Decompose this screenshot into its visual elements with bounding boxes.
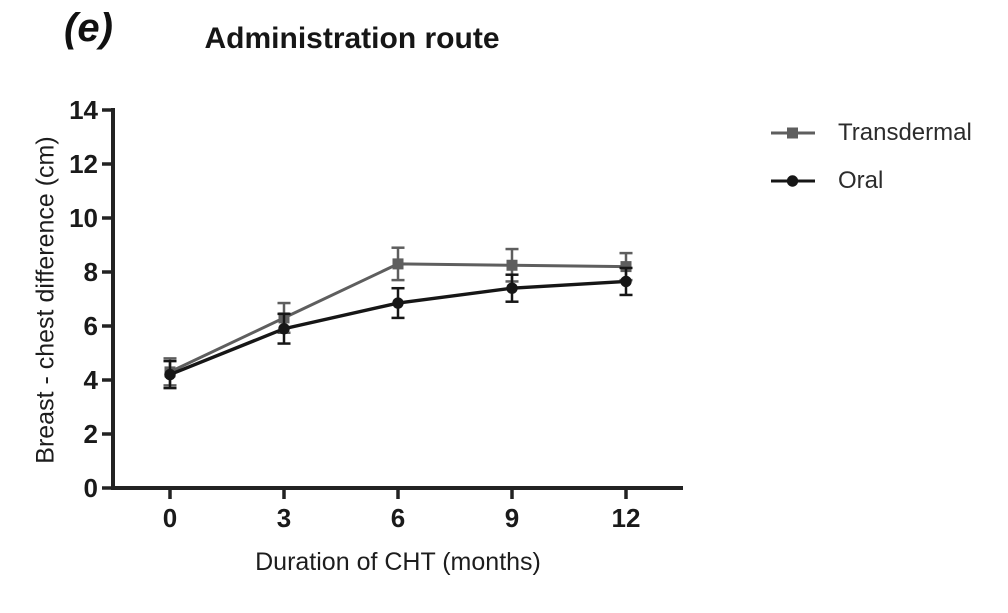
data-point-transdermal: [392, 258, 404, 270]
axes-spine: [111, 108, 683, 490]
data-point-transdermal: [620, 261, 632, 273]
svg-text:3: 3: [277, 503, 291, 533]
svg-text:2: 2: [84, 419, 98, 449]
y-axis-ticks: 0 2 4 6 8 10 12 14: [69, 95, 111, 503]
oral-series-icon: [771, 175, 815, 187]
chart-title: Administration route: [204, 22, 500, 55]
svg-text:8: 8: [84, 257, 98, 287]
svg-text:0: 0: [84, 473, 98, 503]
svg-text:6: 6: [391, 503, 405, 533]
panel-label: (e): [64, 6, 113, 50]
legend-label-oral: Oral: [838, 167, 884, 194]
legend-entry-transdermal: Transdermal: [770, 117, 972, 149]
svg-text:14: 14: [69, 95, 98, 125]
x-axis-label: Duration of CHT (months): [255, 548, 541, 576]
series-oral: [163, 266, 633, 390]
svg-text:12: 12: [69, 149, 98, 179]
svg-text:6: 6: [84, 311, 98, 341]
svg-text:10: 10: [69, 203, 98, 233]
data-point-oral: [392, 297, 404, 309]
svg-text:12: 12: [612, 503, 641, 533]
legend-label-transdermal: Transdermal: [838, 119, 972, 146]
legend: Transdermal Oral: [770, 117, 972, 213]
legend-entry-oral: Oral: [770, 165, 972, 197]
data-point-transdermal: [506, 259, 518, 271]
svg-text:0: 0: [163, 503, 177, 533]
x-axis-ticks: 0 3 6 9 12: [163, 490, 641, 533]
data-point-oral: [620, 275, 632, 288]
data-point-oral: [506, 282, 518, 294]
transdermal-series-icon: [771, 127, 815, 139]
data-point-oral: [278, 323, 290, 335]
svg-text:9: 9: [505, 503, 519, 533]
svg-text:4: 4: [84, 365, 99, 395]
data-point-oral: [164, 368, 176, 381]
